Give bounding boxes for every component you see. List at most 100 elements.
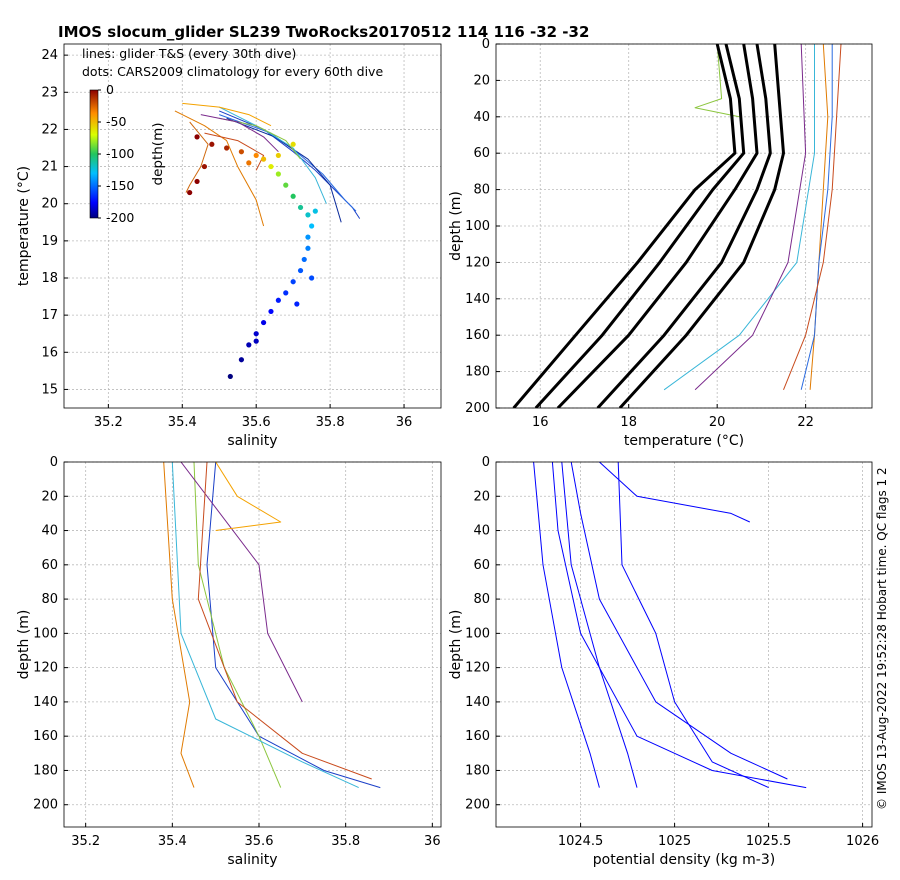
x-tick-label: 22 (797, 415, 814, 430)
colorbar-tick-label: -200 (106, 210, 134, 225)
y-tick-label: 21 (41, 160, 58, 175)
x-tick-label: 1026 (846, 834, 879, 849)
climatology-dot (305, 245, 311, 251)
y-tick-label: 180 (33, 763, 58, 778)
climatology-dot (268, 163, 274, 170)
plot-content (174, 102, 361, 380)
plot-area (64, 44, 441, 408)
y-axis-label: depth (m) (16, 610, 32, 680)
colorbar (89, 89, 99, 219)
ts-line (226, 117, 342, 223)
ts-line (185, 121, 209, 193)
plot-area (496, 462, 872, 827)
x-tick-label: 35.8 (331, 834, 360, 849)
x-tick-label: 35.2 (94, 415, 123, 430)
axes-frame (63, 43, 442, 409)
x-tick-label: 35.8 (316, 415, 345, 430)
y-tick-label: 160 (33, 729, 58, 744)
ts-diagram-panel: 35.2 35.4 35.6 35.8 36 15 16 17 18 19 20 21 22 23 24 sa… (16, 43, 442, 449)
y-tick-label: 200 (465, 798, 490, 813)
climatology-dot (260, 156, 267, 162)
y-tick-label: 16 (41, 345, 58, 360)
colorbar-label: depth(m) (150, 123, 166, 186)
legend-entry: dots: CARS2009 climatology for every 60t… (82, 64, 383, 79)
climatology-dot (290, 279, 296, 285)
y-tick-label: 19 (41, 234, 58, 249)
x-tick-label: 18 (620, 415, 637, 430)
climatology-dot (253, 152, 259, 159)
density-profile (617, 462, 769, 789)
glider-temperature-profile (800, 44, 833, 390)
density-depth-panel: 1024.5 1025 1025.5 1026 0 20 40 60 80 100 120 140 16… (448, 455, 879, 868)
climatology-dot (297, 267, 304, 274)
climatology-temperature-profile (556, 44, 759, 408)
climatology-dot (260, 319, 267, 326)
climatology-temperature-profile (534, 44, 746, 408)
y-tick-label: 80 (473, 183, 490, 198)
y-tick-label: 22 (41, 122, 58, 137)
y-tick-label: 140 (33, 695, 58, 710)
y-tick-label: 140 (465, 695, 490, 710)
climatology-dot (201, 163, 208, 170)
y-tick-label: 17 (41, 308, 58, 323)
ts-line (174, 110, 265, 227)
y-tick-label: 80 (473, 592, 490, 607)
colorbar-tick-label: -50 (106, 114, 126, 129)
density-profile (533, 462, 600, 788)
x-axis-label: temperature (°C) (624, 433, 744, 449)
climatology-temperature-profile (512, 44, 737, 408)
y-tick-label: 200 (33, 798, 58, 813)
x-tick-label: 1025.5 (746, 834, 792, 849)
x-tick-label: 36 (424, 834, 441, 849)
y-axis-label: temperature (°C) (16, 166, 32, 286)
climatology-dot (290, 193, 296, 199)
climatology-dot (312, 208, 318, 214)
climatology-dot (305, 212, 311, 218)
y-tick-label: 140 (465, 292, 490, 307)
climatology-dot (194, 134, 200, 140)
glider-temperature-profile (694, 44, 807, 391)
climatology-temperature-profile (618, 44, 785, 408)
climatology-dot (283, 182, 289, 188)
climatology-temperature-profile (596, 44, 772, 408)
colorbar-tick-label: -150 (106, 178, 134, 193)
climatology-dot (297, 204, 304, 211)
y-tick-label: 0 (50, 455, 58, 470)
climatology-dot (246, 342, 252, 348)
y-tick-label: 180 (465, 365, 490, 380)
x-tick-label: 16 (532, 415, 549, 430)
x-tick-label: 35.6 (245, 834, 274, 849)
x-tick-label: 1025 (658, 834, 691, 849)
y-tick-label: 20 (473, 489, 490, 504)
y-tick-label: 60 (473, 146, 490, 161)
climatology-dot (275, 297, 281, 303)
y-tick-label: 120 (465, 661, 490, 676)
plot-content (163, 462, 381, 789)
ts-line (204, 132, 265, 171)
climatology-dot (238, 149, 245, 155)
climatology-dot (290, 141, 296, 147)
climatology-dot (246, 160, 252, 166)
climatology-dot (268, 308, 274, 315)
y-tick-label: 60 (473, 558, 490, 573)
x-tick-label: 20 (709, 415, 726, 430)
glider-temperature-profile (694, 44, 740, 118)
y-tick-label: 60 (41, 558, 58, 573)
legend-entry: lines: glider T&S (every 30th dive) (82, 46, 296, 61)
x-tick-label: 35.4 (168, 415, 197, 430)
density-profile (599, 462, 751, 523)
x-tick-label: 1024.5 (558, 834, 604, 849)
x-tick-label: 35.2 (71, 834, 100, 849)
x-axis-label: salinity (227, 433, 277, 449)
x-axis-label: salinity (227, 852, 277, 868)
glider-temperature-profile (809, 44, 829, 390)
x-tick-label: 35.4 (158, 834, 187, 849)
figure-title: IMOS slocum_glider SL239 TwoRocks2017051… (58, 23, 589, 41)
x-axis-label: potential density (kg m-3) (593, 852, 775, 868)
y-tick-label: 120 (465, 255, 490, 270)
y-tick-label: 200 (465, 401, 490, 416)
density-profile (561, 462, 638, 788)
y-tick-label: 100 (465, 219, 490, 234)
y-tick-label: 100 (465, 626, 490, 641)
